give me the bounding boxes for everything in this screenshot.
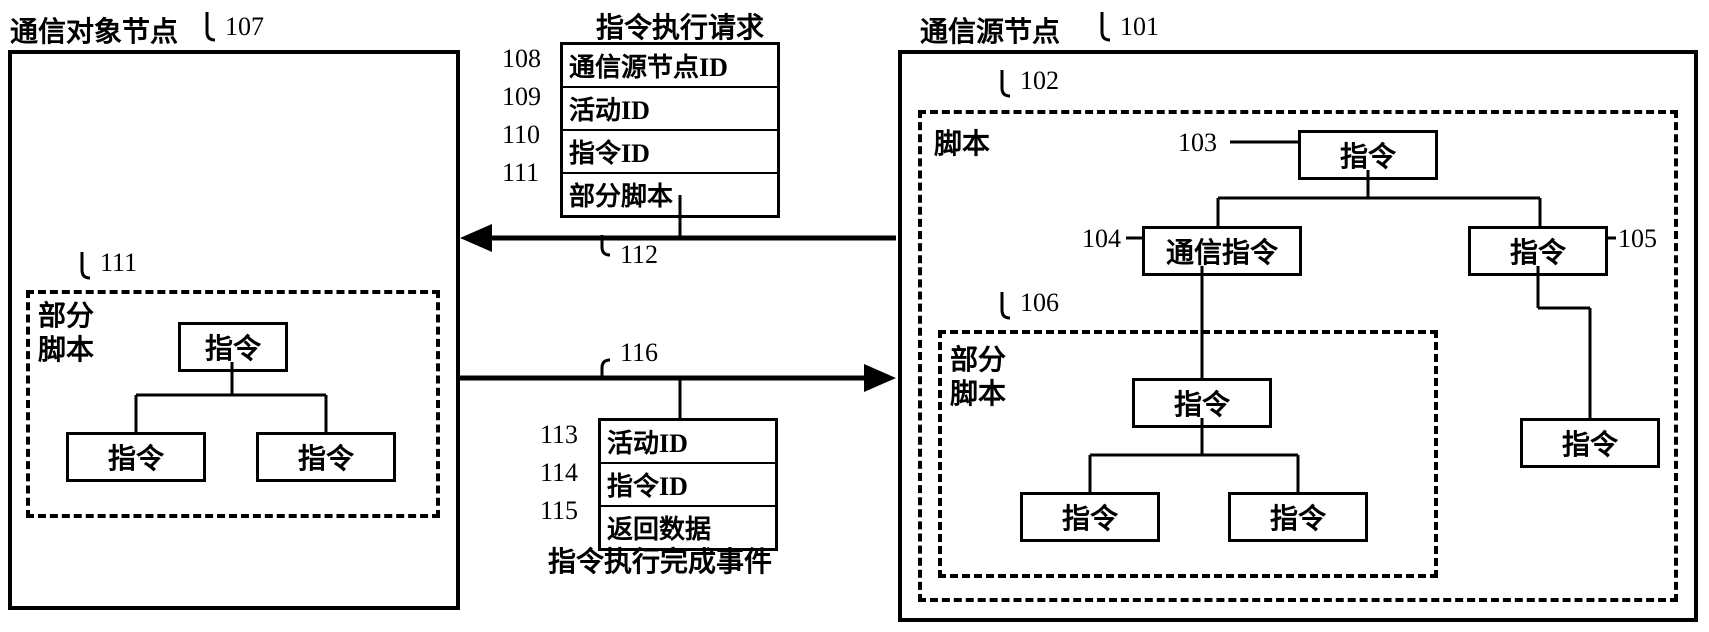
ref-111-left: 111: [100, 248, 137, 278]
target-partial-top-cmd: 指令: [178, 322, 288, 372]
source-partial-script-label: 部分脚本: [950, 344, 1006, 411]
ref-101: 101: [1120, 12, 1159, 42]
request-msg-title: 指令执行请求: [596, 6, 764, 46]
request-row-3: 部分脚本: [563, 174, 777, 215]
ref-103: 103: [1178, 128, 1217, 158]
source-partial-child-1: 指令: [1228, 492, 1368, 542]
ref-110: 110: [502, 120, 540, 150]
ref-115: 115: [540, 496, 578, 526]
target-partial-child-1: 指令: [256, 432, 396, 482]
ref-109: 109: [502, 82, 541, 112]
source-node-title: 通信源节点: [920, 10, 1060, 50]
source-right-bottom-cmd: 指令: [1520, 418, 1660, 468]
source-script-label: 脚本: [934, 122, 990, 162]
target-node-title: 通信对象节点: [10, 10, 178, 50]
request-row-1: 活动ID: [563, 88, 777, 131]
request-row-0: 通信源节点ID: [563, 45, 777, 88]
ref-104: 104: [1082, 224, 1121, 254]
ref-107: 107: [225, 12, 264, 42]
ref-108: 108: [502, 44, 541, 74]
complete-msg-box: 活动ID 指令ID 返回数据: [598, 418, 778, 551]
ref-116: 116: [620, 338, 658, 368]
source-comm-cmd: 通信指令: [1142, 226, 1302, 276]
request-msg-box: 通信源节点ID 活动ID 指令ID 部分脚本: [560, 42, 780, 218]
request-row-2: 指令ID: [563, 131, 777, 174]
ref-112: 112: [620, 240, 658, 270]
source-right-cmd: 指令: [1468, 226, 1608, 276]
ref-114: 114: [540, 458, 578, 488]
ref-102: 102: [1020, 66, 1059, 96]
ref-106: 106: [1020, 288, 1059, 318]
source-partial-top-cmd: 指令: [1132, 378, 1272, 428]
ref-111-msg: 111: [502, 158, 539, 188]
complete-row-0: 活动ID: [601, 421, 775, 464]
source-top-cmd: 指令: [1298, 130, 1438, 180]
source-partial-child-0: 指令: [1020, 492, 1160, 542]
target-partial-child-0: 指令: [66, 432, 206, 482]
complete-row-1: 指令ID: [601, 464, 775, 507]
target-partial-script-label-1: 部分脚本: [38, 300, 98, 367]
complete-msg-title: 指令执行完成事件: [548, 540, 772, 580]
ref-113: 113: [540, 420, 578, 450]
ref-105: 105: [1618, 224, 1657, 254]
